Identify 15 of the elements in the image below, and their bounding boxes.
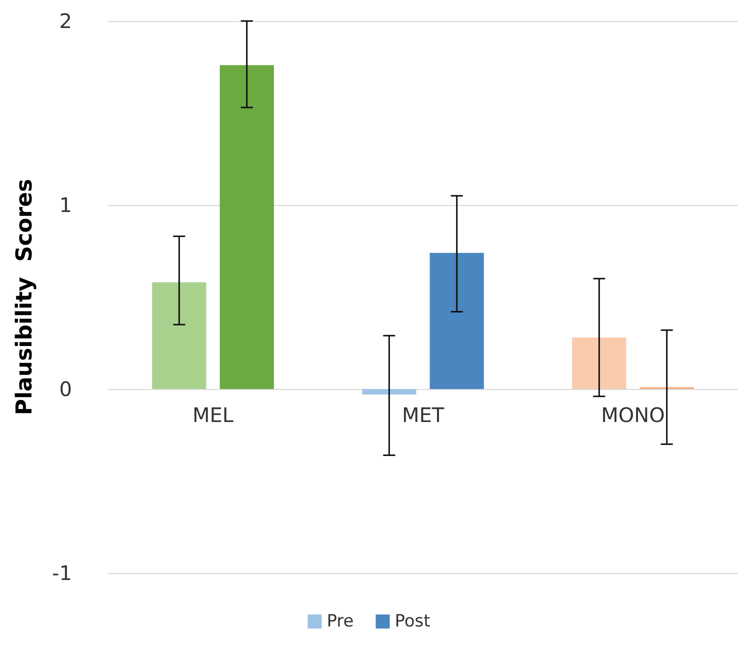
bar (430, 252, 484, 389)
legend-label: Post (394, 612, 431, 632)
bar (220, 65, 274, 389)
bar (572, 337, 626, 389)
y-axis-title: Plausibility Scores (12, 178, 38, 416)
y-tick-label: 0 (59, 377, 72, 401)
bar (152, 282, 206, 389)
x-tick-label: MEL (192, 403, 234, 427)
legend-label: Pre (326, 612, 354, 632)
y-tick-label: 2 (59, 9, 72, 33)
bar (362, 389, 416, 395)
x-tick-label: MET (402, 403, 445, 427)
x-tick-label: MONO (601, 403, 665, 427)
y-tick-label: 1 (59, 193, 72, 217)
y-tick-label: -1 (52, 561, 72, 585)
